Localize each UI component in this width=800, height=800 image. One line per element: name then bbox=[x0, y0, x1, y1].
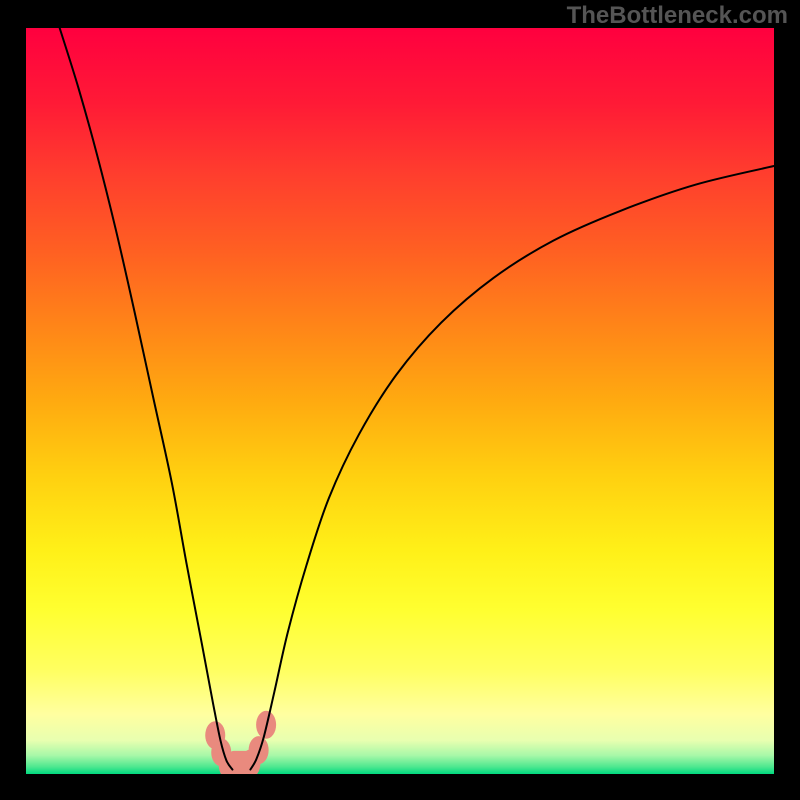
curve-layer bbox=[26, 28, 774, 774]
chart-container: TheBottleneck.com bbox=[0, 0, 800, 800]
left-curve bbox=[60, 28, 233, 770]
valley-bump-marker bbox=[249, 736, 269, 764]
watermark-text: TheBottleneck.com bbox=[567, 2, 788, 30]
right-curve bbox=[250, 166, 774, 770]
plot-area bbox=[26, 28, 774, 774]
